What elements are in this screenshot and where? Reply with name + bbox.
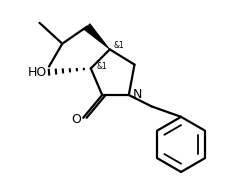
Text: HO: HO xyxy=(28,66,47,79)
Text: &1: &1 xyxy=(114,41,124,50)
Text: &1: &1 xyxy=(96,62,107,71)
Text: O: O xyxy=(72,113,81,126)
Polygon shape xyxy=(84,24,110,49)
Text: N: N xyxy=(132,89,142,101)
